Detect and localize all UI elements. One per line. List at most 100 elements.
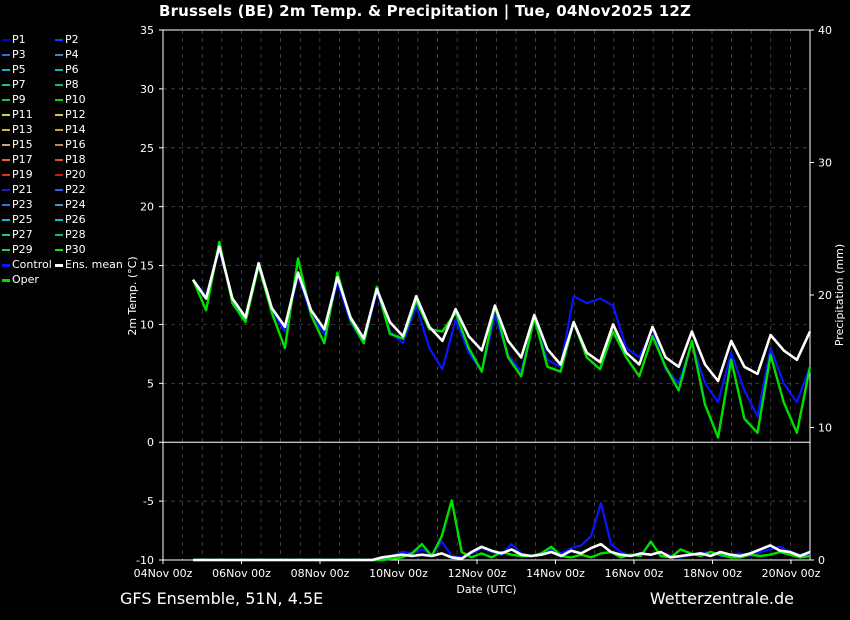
- legend-swatch: [2, 174, 10, 176]
- legend-label: P26: [65, 213, 86, 226]
- legend-swatch: [55, 189, 63, 191]
- y-tick-label: -10: [136, 554, 154, 567]
- legend-label: P1: [12, 33, 26, 46]
- legend-swatch: [2, 99, 10, 101]
- x-tick-label: 06Nov 00z: [212, 567, 271, 580]
- y-tick-label: -5: [143, 495, 154, 508]
- legend-swatch: [2, 159, 10, 161]
- y-tick-label: 25: [140, 142, 154, 155]
- legend-swatch: [55, 129, 63, 131]
- legend-item: P3: [2, 47, 26, 62]
- x-tick-label: 12Nov 00z: [448, 567, 507, 580]
- y-tick-label: 10: [140, 318, 154, 331]
- y-tick-label: 35: [140, 24, 154, 37]
- legend-item: P1: [2, 32, 26, 47]
- legend-swatch: [2, 39, 10, 41]
- legend-item: P26: [55, 212, 86, 227]
- legend-label: P12: [65, 108, 86, 121]
- legend-label: P22: [65, 183, 86, 196]
- legend-label: Control: [12, 258, 52, 271]
- legend-swatch: [55, 69, 63, 71]
- legend-item: P21: [2, 182, 33, 197]
- legend-item: P7: [2, 77, 26, 92]
- legend-label: P10: [65, 93, 86, 106]
- x-tick-label: 10Nov 00z: [369, 567, 428, 580]
- legend-label: P23: [12, 198, 33, 211]
- x-tick-label: 20Nov 00z: [762, 567, 821, 580]
- legend-item: P24: [55, 197, 86, 212]
- legend-label: P30: [65, 243, 86, 256]
- y2-tick-label: 10: [818, 422, 832, 435]
- legend-swatch: [2, 114, 10, 116]
- legend-swatch: [2, 189, 10, 191]
- legend-label: P20: [65, 168, 86, 181]
- legend-label: P13: [12, 123, 33, 136]
- y-tick-label: 20: [140, 201, 154, 214]
- legend-item: P27: [2, 227, 33, 242]
- legend-label: P16: [65, 138, 86, 151]
- legend-swatch: [55, 174, 63, 176]
- legend-item: P2: [55, 32, 79, 47]
- chart-title: Brussels (BE) 2m Temp. & Precipitation |…: [158, 2, 692, 20]
- y-axis-label: 2m Temp. (°C): [126, 256, 139, 335]
- legend-item: P14: [55, 122, 86, 137]
- y2-tick-label: 20: [818, 289, 832, 302]
- y-tick-label: 0: [147, 436, 154, 449]
- legend-label: P14: [65, 123, 86, 136]
- legend-item: P8: [55, 77, 79, 92]
- legend-label: P27: [12, 228, 33, 241]
- legend-item: P23: [2, 197, 33, 212]
- legend-swatch: [2, 204, 10, 206]
- legend-swatch: [2, 129, 10, 131]
- legend-label: P25: [12, 213, 33, 226]
- x-tick-label: 04Nov 00z: [134, 567, 193, 580]
- legend-item: P29: [2, 242, 33, 257]
- legend-swatch: [2, 84, 10, 86]
- legend-item: P9: [2, 92, 26, 107]
- y2-tick-label: 30: [818, 157, 832, 170]
- legend-item: P19: [2, 167, 33, 182]
- y-tick-label: 30: [140, 83, 154, 96]
- legend-label: P8: [65, 78, 79, 91]
- legend-swatch: [55, 263, 63, 267]
- legend-swatch: [2, 219, 10, 221]
- legend-item: Oper: [2, 272, 39, 287]
- legend-label: P28: [65, 228, 86, 241]
- y2-tick-label: 40: [818, 24, 832, 37]
- legend-item: P20: [55, 167, 86, 182]
- legend-swatch: [2, 278, 10, 282]
- legend-swatch: [2, 249, 10, 251]
- legend-item: P17: [2, 152, 33, 167]
- oper-temp-line: [191, 240, 812, 439]
- legend-item: P4: [55, 47, 79, 62]
- legend-item: P16: [55, 137, 86, 152]
- legend-label: P17: [12, 153, 33, 166]
- legend-item: P15: [2, 137, 33, 152]
- legend-swatch: [2, 144, 10, 146]
- legend-swatch: [55, 204, 63, 206]
- legend-label: P2: [65, 33, 79, 46]
- legend-label: P3: [12, 48, 26, 61]
- legend-swatch: [55, 84, 63, 86]
- legend-label: P21: [12, 183, 33, 196]
- y2-tick-label: 0: [818, 554, 825, 567]
- legend-label: P11: [12, 108, 33, 121]
- legend-swatch: [55, 144, 63, 146]
- legend-item: P30: [55, 242, 86, 257]
- legend-item: P28: [55, 227, 86, 242]
- legend-label: Oper: [12, 273, 39, 286]
- legend-label: P4: [65, 48, 79, 61]
- legend-label: P9: [12, 93, 26, 106]
- x-tick-label: 16Nov 00z: [605, 567, 664, 580]
- ens-mean-temp-line: [191, 245, 812, 383]
- x-axis-label: Date (UTC): [456, 583, 516, 596]
- legend-label: P29: [12, 243, 33, 256]
- legend-item: Control: [2, 257, 52, 272]
- legend-item: P5: [2, 62, 26, 77]
- legend-item: Ens. mean: [55, 257, 123, 272]
- site-label: Wetterzentrale.de: [649, 589, 794, 608]
- legend-label: P24: [65, 198, 86, 211]
- legend-item: P25: [2, 212, 33, 227]
- x-tick-label: 18Nov 00z: [683, 567, 742, 580]
